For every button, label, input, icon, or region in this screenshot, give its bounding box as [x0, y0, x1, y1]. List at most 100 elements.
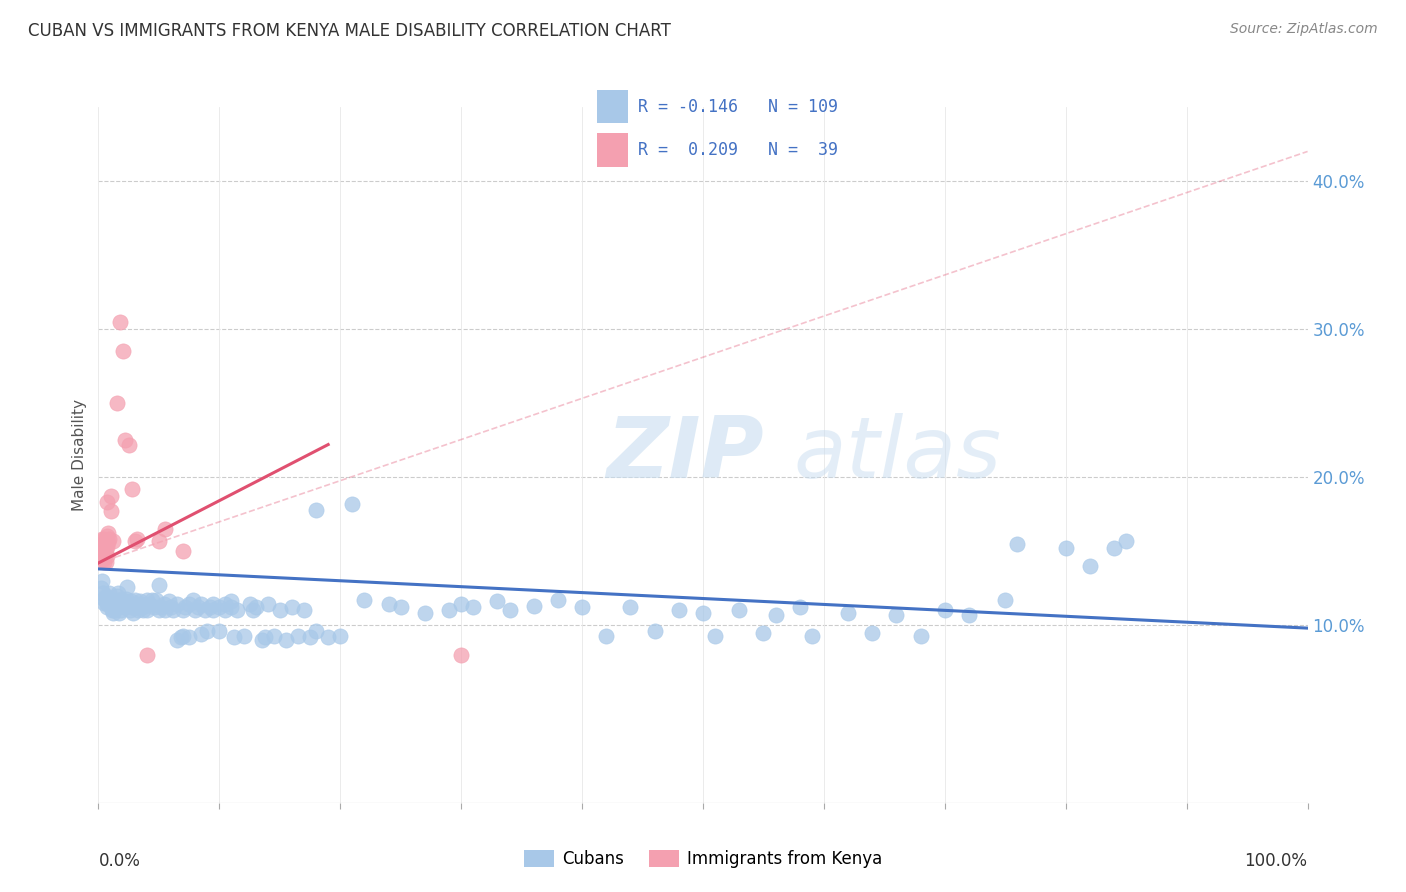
- Point: [115, 591, 138, 606]
- Point: [910, 628, 932, 642]
- Point: [1102, 541, 1125, 556]
- Point: [1054, 541, 1077, 556]
- Point: [292, 603, 315, 617]
- Point: [122, 607, 145, 621]
- Point: [450, 648, 472, 662]
- Point: [101, 533, 124, 548]
- Bar: [598, 90, 627, 123]
- Point: [837, 607, 859, 621]
- Point: [1115, 533, 1137, 548]
- Point: [120, 594, 142, 608]
- Point: [281, 600, 304, 615]
- Point: [208, 624, 231, 638]
- Point: [121, 482, 143, 496]
- Point: [93, 533, 115, 547]
- Point: [118, 603, 141, 617]
- Point: [97, 535, 120, 549]
- Point: [97, 526, 120, 541]
- Point: [342, 497, 364, 511]
- Point: [134, 599, 156, 613]
- Point: [98, 585, 121, 599]
- Point: [547, 593, 569, 607]
- Point: [208, 600, 231, 615]
- Point: [107, 585, 129, 599]
- Point: [135, 648, 157, 662]
- Point: [121, 600, 143, 615]
- Point: [187, 600, 209, 615]
- Point: [1007, 537, 1029, 551]
- Point: [704, 628, 727, 642]
- Point: [198, 600, 221, 615]
- Point: [94, 589, 117, 603]
- Point: [108, 607, 131, 621]
- Point: [118, 598, 141, 612]
- Point: [93, 540, 115, 554]
- Point: [132, 603, 155, 617]
- Text: R =  0.209   N =  39: R = 0.209 N = 39: [638, 141, 838, 159]
- Point: [202, 603, 225, 617]
- Point: [145, 593, 167, 607]
- Point: [692, 607, 714, 621]
- Point: [129, 598, 152, 612]
- Point: [105, 589, 128, 603]
- Point: [124, 593, 146, 607]
- Point: [114, 600, 136, 615]
- Point: [242, 603, 264, 617]
- Point: [96, 596, 118, 610]
- Point: [752, 625, 775, 640]
- Text: R = -0.146   N = 109: R = -0.146 N = 109: [638, 98, 838, 116]
- Point: [190, 598, 212, 612]
- Point: [101, 607, 124, 621]
- Point: [94, 533, 117, 548]
- Point: [90, 537, 112, 551]
- Text: 0.0%: 0.0%: [98, 852, 141, 870]
- Point: [135, 593, 157, 607]
- Point: [117, 580, 139, 594]
- Point: [108, 599, 131, 613]
- Point: [195, 624, 218, 638]
- Point: [127, 603, 149, 617]
- Point: [226, 603, 249, 617]
- Point: [94, 554, 117, 568]
- Point: [98, 533, 121, 547]
- Point: [153, 603, 176, 617]
- Point: [100, 599, 122, 613]
- Point: [125, 600, 148, 615]
- Point: [232, 628, 254, 642]
- Point: [131, 600, 153, 615]
- Point: [96, 600, 118, 615]
- Point: [97, 598, 120, 612]
- Point: [157, 594, 180, 608]
- Point: [141, 593, 163, 607]
- Point: [166, 632, 188, 647]
- Point: [91, 544, 114, 558]
- Point: [886, 607, 908, 622]
- Point: [91, 537, 114, 551]
- Point: [299, 630, 322, 644]
- Point: [148, 533, 170, 548]
- Point: [138, 598, 160, 612]
- Point: [498, 603, 520, 617]
- Point: [245, 600, 267, 615]
- Text: ZIP: ZIP: [606, 413, 763, 497]
- Point: [103, 603, 125, 617]
- Point: [93, 547, 115, 561]
- Point: [94, 547, 117, 561]
- Point: [110, 603, 132, 617]
- Point: [101, 594, 124, 608]
- Point: [305, 624, 328, 638]
- Point: [108, 315, 131, 329]
- Point: [91, 585, 114, 599]
- Point: [111, 344, 134, 359]
- Point: [523, 599, 546, 613]
- Point: [254, 630, 277, 644]
- Point: [214, 598, 236, 612]
- Point: [860, 625, 883, 640]
- Point: [190, 627, 212, 641]
- Text: 100.0%: 100.0%: [1244, 852, 1308, 870]
- Point: [389, 600, 412, 615]
- Text: atlas: atlas: [793, 413, 1001, 497]
- Point: [127, 598, 149, 612]
- Point: [90, 547, 112, 561]
- Point: [143, 600, 166, 615]
